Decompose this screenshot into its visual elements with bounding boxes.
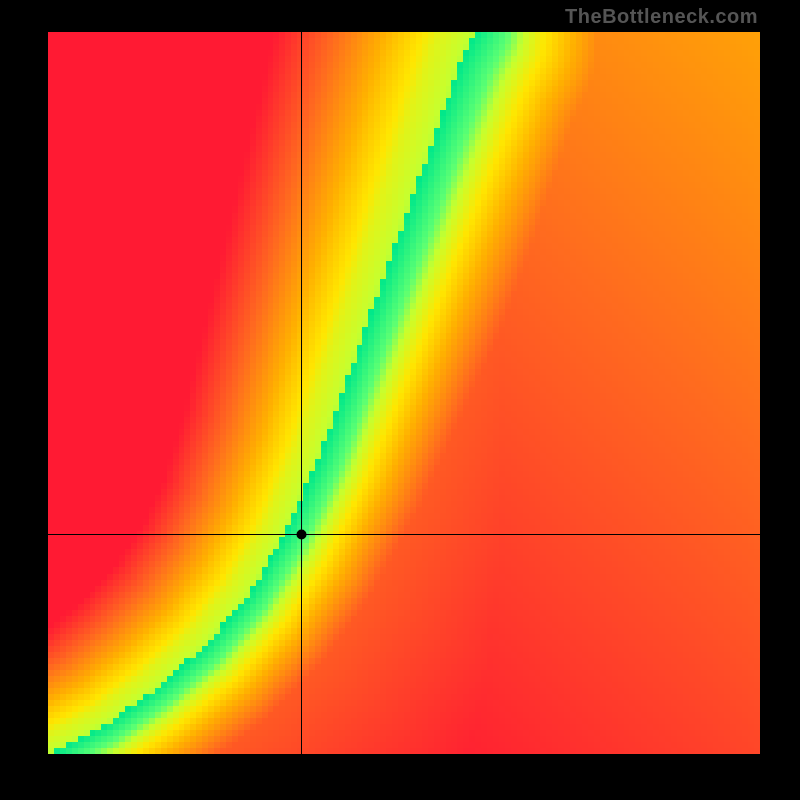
heatmap-plot (48, 32, 760, 754)
watermark-text: TheBottleneck.com (565, 6, 758, 29)
heatmap-canvas (48, 32, 760, 754)
figure-container: { "watermark": { "text": "TheBottleneck.… (0, 0, 800, 800)
